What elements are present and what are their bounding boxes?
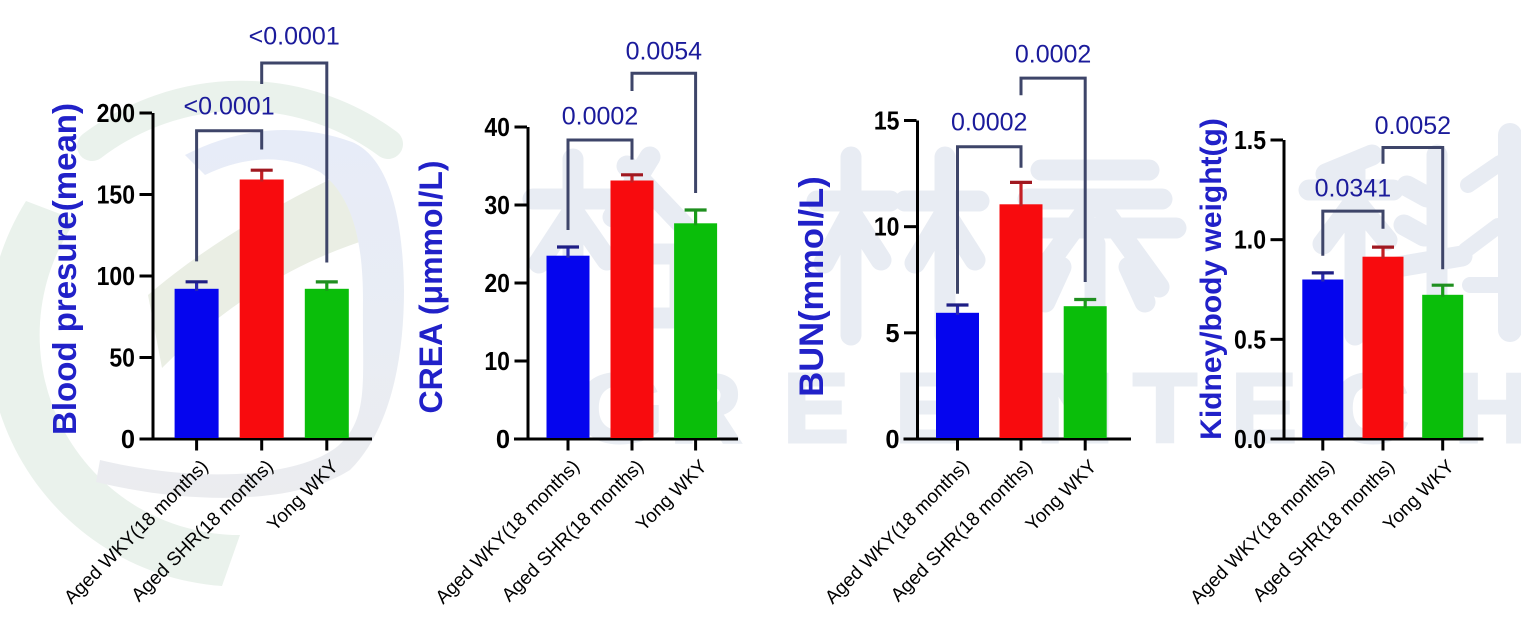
svg-text:150: 150 — [97, 182, 135, 210]
svg-text:0: 0 — [885, 426, 899, 454]
svg-text:40: 40 — [484, 114, 510, 142]
svg-text:0.0002: 0.0002 — [1015, 41, 1091, 69]
svg-text:0.0052: 0.0052 — [1375, 112, 1451, 140]
svg-text:50: 50 — [109, 345, 135, 373]
svg-text:0.0002: 0.0002 — [562, 102, 638, 130]
svg-text:15: 15 — [874, 108, 900, 136]
svg-text:0.0002: 0.0002 — [951, 108, 1027, 136]
svg-text:1.0: 1.0 — [1234, 227, 1266, 255]
svg-text:BUN(mmol/L): BUN(mmol/L) — [793, 176, 831, 396]
svg-text:30: 30 — [484, 192, 510, 220]
svg-text:H: H — [1454, 353, 1521, 463]
svg-text:0: 0 — [121, 426, 135, 454]
svg-text:0.0054: 0.0054 — [626, 38, 703, 66]
svg-text:0.0: 0.0 — [1234, 426, 1266, 454]
svg-text:100: 100 — [97, 263, 135, 291]
svg-text:0.0341: 0.0341 — [1315, 175, 1391, 203]
svg-text:<0.0001: <0.0001 — [249, 23, 340, 51]
svg-text:20: 20 — [484, 270, 510, 298]
svg-text:0.5: 0.5 — [1234, 326, 1266, 354]
svg-text:Blood presure(mean): Blood presure(mean) — [46, 103, 83, 435]
svg-text:5: 5 — [885, 320, 899, 348]
svg-text:10: 10 — [874, 214, 900, 242]
svg-text:0: 0 — [496, 426, 510, 454]
svg-text:10: 10 — [484, 348, 510, 376]
svg-text:E: E — [783, 353, 849, 463]
svg-text:E: E — [1231, 353, 1297, 463]
svg-text:CREA (μmmol/L): CREA (μmmol/L) — [413, 160, 449, 413]
svg-text:Kidney/body weight(g): Kidney/body weight(g) — [1195, 118, 1228, 440]
svg-text:<0.0001: <0.0001 — [184, 93, 275, 121]
svg-text:T: T — [1133, 353, 1197, 463]
svg-text:200: 200 — [97, 100, 135, 128]
svg-text:1.5: 1.5 — [1234, 127, 1266, 155]
